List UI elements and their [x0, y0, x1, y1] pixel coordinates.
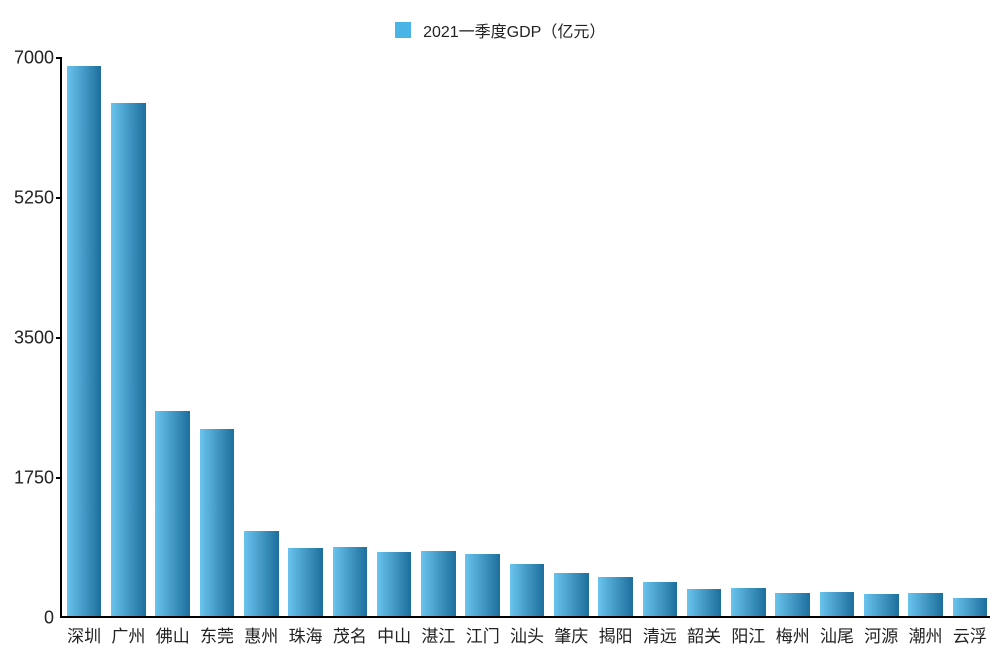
- x-tick-label: 阳江: [731, 622, 765, 647]
- chart-container: 2021一季度GDP（亿元） 深圳广州佛山东莞惠州珠海茂名中山湛江江门汕头肇庆揭…: [0, 0, 1000, 655]
- y-tick-label: 3500: [14, 328, 62, 349]
- x-tick-label: 江门: [466, 622, 500, 647]
- bar: [465, 554, 500, 616]
- x-tick-label: 湛江: [421, 622, 455, 647]
- x-tick-label: 肇庆: [554, 622, 588, 647]
- bar: [155, 411, 190, 616]
- y-tick-mark: [56, 477, 62, 479]
- bar: [598, 577, 633, 616]
- bar: [333, 547, 368, 616]
- bar: [67, 66, 102, 616]
- legend-label: 2021一季度GDP（亿元）: [423, 18, 605, 42]
- x-tick-label: 汕头: [510, 622, 544, 647]
- x-tick-label: 广州: [111, 622, 145, 647]
- y-tick-label: 7000: [14, 48, 62, 69]
- x-tick-label: 茂名: [333, 622, 367, 647]
- legend: 2021一季度GDP（亿元）: [0, 18, 1000, 42]
- x-tick-label: 河源: [864, 622, 898, 647]
- bar: [908, 593, 943, 616]
- x-tick-label: 佛山: [156, 622, 190, 647]
- bar: [244, 531, 279, 616]
- legend-swatch: [395, 22, 411, 38]
- bar: [775, 593, 810, 616]
- x-tick-label: 汕尾: [820, 622, 854, 647]
- x-tick-label: 梅州: [776, 622, 810, 647]
- bar: [510, 564, 545, 616]
- x-tick-label: 中山: [377, 622, 411, 647]
- bar: [687, 589, 722, 616]
- bar: [288, 548, 323, 616]
- bar: [643, 582, 678, 616]
- bars-group: [62, 58, 990, 616]
- x-tick-label: 云浮: [953, 622, 987, 647]
- plot-area: 深圳广州佛山东莞惠州珠海茂名中山湛江江门汕头肇庆揭阳清远韶关阳江梅州汕尾河源潮州…: [60, 58, 990, 618]
- bar: [200, 429, 235, 616]
- x-tick-label: 深圳: [67, 622, 101, 647]
- x-tick-label: 揭阳: [599, 622, 633, 647]
- y-tick-mark: [56, 337, 62, 339]
- x-tick-label: 东莞: [200, 622, 234, 647]
- bar: [864, 594, 899, 616]
- x-tick-label: 潮州: [909, 622, 943, 647]
- y-tick-label: 5250: [14, 188, 62, 209]
- bar: [377, 552, 412, 616]
- bar: [421, 551, 456, 616]
- bar: [731, 588, 766, 616]
- bar: [820, 592, 855, 616]
- bar: [554, 573, 589, 616]
- bar: [953, 598, 988, 616]
- x-tick-label: 清远: [643, 622, 677, 647]
- y-tick-mark: [56, 57, 62, 59]
- bar: [111, 103, 146, 616]
- y-tick-label: 1750: [14, 468, 62, 489]
- x-tick-label: 韶关: [687, 622, 721, 647]
- x-tick-label: 惠州: [244, 622, 278, 647]
- y-tick-mark: [56, 197, 62, 199]
- y-tick-label: 0: [44, 608, 62, 629]
- x-tick-label: 珠海: [289, 622, 323, 647]
